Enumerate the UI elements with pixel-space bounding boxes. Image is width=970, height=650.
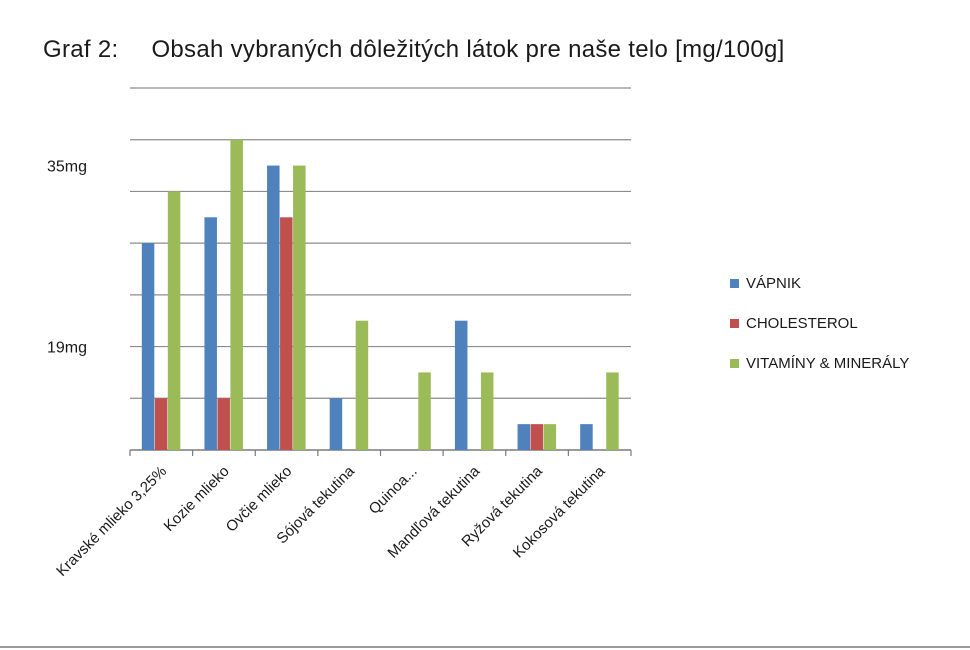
x-tick-label: Kravské mlieko 3,25% (53, 463, 170, 580)
bar (480, 372, 494, 450)
bar (543, 424, 557, 450)
bottom-divider (0, 646, 970, 648)
legend-item: VITAMÍNY & MINERÁLY (730, 353, 909, 373)
chart-title-label: Graf 2: (43, 36, 119, 63)
bar (329, 398, 343, 450)
bar (167, 191, 181, 450)
legend-label: VÁPNIK (746, 274, 802, 292)
bar (154, 398, 168, 450)
chart-title: Graf 2: Obsah vybraných dôležitých látok… (43, 36, 785, 64)
x-tick-label: Quinoa... (366, 463, 421, 518)
bar (454, 320, 468, 450)
y-tick-label: 19mg (47, 340, 87, 357)
bar (606, 372, 619, 450)
legend-label: VITAMÍNY & MINERÁLY (746, 354, 910, 372)
bar (355, 320, 369, 450)
legend-swatch (730, 318, 739, 328)
legend-item: CHOLESTEROL (730, 313, 909, 333)
chart-title-text: Obsah vybraných dôležitých látok pre naš… (151, 36, 785, 63)
bar (418, 372, 431, 450)
legend-item: VÁPNIK (730, 273, 909, 293)
legend-label: CHOLESTEROL (746, 314, 858, 332)
bar (517, 424, 531, 450)
y-tick-label: 35mg (47, 159, 87, 176)
bar (280, 217, 293, 450)
bar (267, 165, 280, 451)
bar (580, 424, 593, 450)
chart-legend: VÁPNIK CHOLESTEROL VITAMÍNY & MINERÁLY (730, 273, 909, 393)
bar (230, 139, 243, 450)
bar (217, 398, 230, 450)
bar (141, 243, 155, 450)
bar (530, 424, 544, 450)
legend-swatch (730, 358, 739, 368)
bar (204, 217, 217, 450)
bar (293, 165, 306, 451)
legend-swatch (730, 278, 739, 288)
